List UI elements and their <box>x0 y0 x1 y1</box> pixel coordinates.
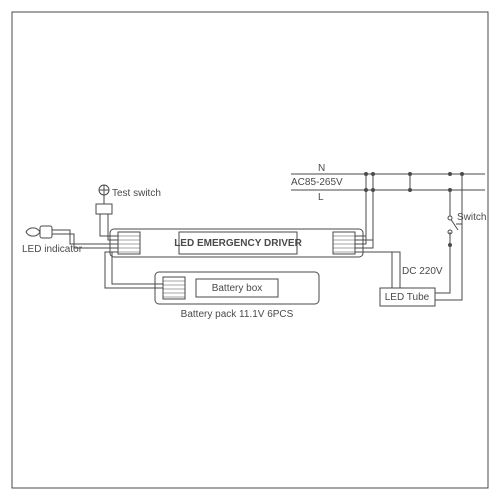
junction-dot <box>364 188 368 192</box>
led-tube-label: LED Tube <box>385 292 430 303</box>
led-indicator-label: LED indicator <box>22 244 83 255</box>
junction-dot <box>448 172 452 176</box>
junction-dot <box>408 188 412 192</box>
n-label: N <box>318 163 325 174</box>
test-switch-label: Test switch <box>112 188 161 199</box>
battery-left-connector <box>163 277 185 299</box>
driver-right-connector <box>333 232 355 254</box>
junction-dot <box>460 172 464 176</box>
l-label: L <box>318 192 324 203</box>
battery-label: Battery box <box>212 283 263 294</box>
dc-label: DC 220V <box>402 266 443 277</box>
wiring-diagram: N AC85-265V L LED EMERGENCY DRIVER <box>0 0 500 500</box>
driver-label: LED EMERGENCY DRIVER <box>174 238 302 249</box>
switch-pivot-top <box>448 216 452 220</box>
junction-dot <box>371 188 375 192</box>
junction-dot <box>408 172 412 176</box>
switch-label: Switch <box>457 212 486 223</box>
ac-label: AC85-265V <box>291 177 343 188</box>
junction-dot <box>448 243 452 247</box>
battery-pack-label: Battery pack 11.1V 6PCS <box>181 309 294 320</box>
junction-dot <box>448 188 452 192</box>
driver-left-connector <box>118 232 140 254</box>
junction-dot <box>371 172 375 176</box>
junction-dot <box>364 172 368 176</box>
